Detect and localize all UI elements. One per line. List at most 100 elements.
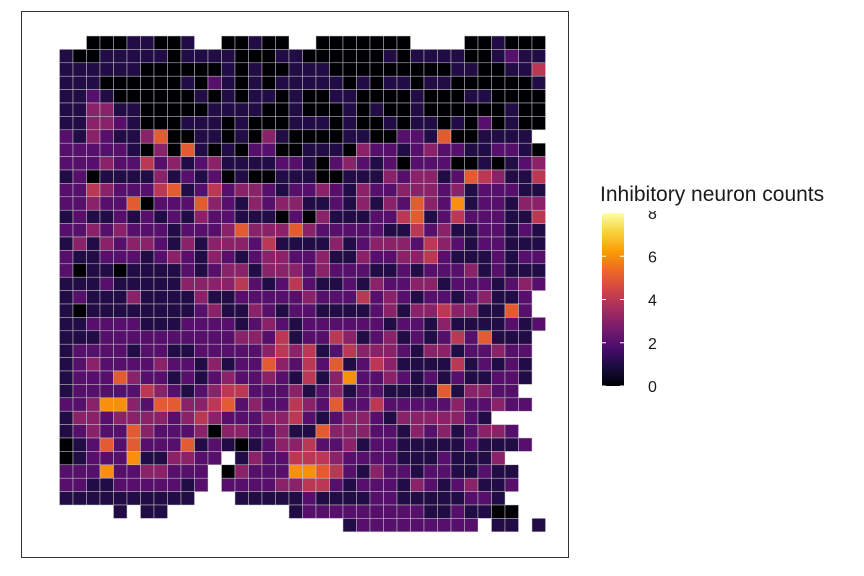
heatmap-cell [504, 75, 519, 90]
heatmap-cell [464, 410, 479, 425]
heatmap-cell [302, 477, 317, 492]
heatmap-cell [113, 183, 128, 198]
heatmap-cell [450, 410, 465, 425]
heatmap-cell [180, 35, 195, 50]
heatmap-cell [315, 156, 330, 171]
heatmap-cell [153, 169, 168, 184]
heatmap-cell [396, 343, 411, 358]
heatmap-cell [464, 504, 479, 519]
heatmap-cell [140, 223, 155, 238]
heatmap-cell [369, 35, 384, 50]
heatmap-cell [153, 142, 168, 157]
heatmap-cell [356, 451, 371, 466]
heatmap-cell [437, 196, 452, 211]
heatmap-cell [59, 169, 74, 184]
heatmap-cell [491, 263, 506, 278]
heatmap-cell [437, 370, 452, 385]
heatmap-cell [410, 384, 425, 399]
legend-title: Inhibitory neuron counts [600, 183, 825, 206]
heatmap-cell [72, 156, 87, 171]
heatmap-cell [180, 223, 195, 238]
heatmap-cell [396, 384, 411, 399]
heatmap-cell [342, 424, 357, 439]
heatmap-cell [329, 263, 344, 278]
heatmap-cell [342, 116, 357, 131]
heatmap-cell [288, 263, 303, 278]
heatmap-cell [356, 370, 371, 385]
heatmap-cell [491, 357, 506, 372]
heatmap-cell [288, 330, 303, 345]
heatmap-cell [315, 169, 330, 184]
heatmap-cell [126, 49, 141, 64]
heatmap-cell [140, 477, 155, 492]
heatmap-cell [356, 424, 371, 439]
heatmap-cell [207, 250, 222, 265]
heatmap-cell [126, 424, 141, 439]
heatmap-cell [423, 397, 438, 412]
heatmap-cell [167, 129, 182, 144]
heatmap-cell [450, 209, 465, 224]
heatmap-cell [302, 49, 317, 64]
heatmap-cell [302, 303, 317, 318]
heatmap-cell [194, 317, 209, 332]
legend-colorbar: 0 2 4 6 8 [602, 211, 657, 396]
heatmap-cell [86, 102, 101, 117]
heatmap-cell [302, 424, 317, 439]
heatmap-cell [504, 518, 519, 533]
heatmap-cell [140, 183, 155, 198]
heatmap-cell [315, 330, 330, 345]
heatmap-cell [518, 62, 533, 77]
heatmap-cell [477, 250, 492, 265]
heatmap-cell [167, 156, 182, 171]
heatmap-cell [99, 437, 114, 452]
heatmap-cell [140, 491, 155, 506]
heatmap-cell [288, 276, 303, 291]
heatmap-cell [113, 370, 128, 385]
heatmap-cell [504, 89, 519, 104]
heatmap-cell [59, 451, 74, 466]
heatmap-cell [221, 384, 236, 399]
heatmap-cell [140, 116, 155, 131]
heatmap-cell [302, 209, 317, 224]
heatmap-cell [356, 290, 371, 305]
heatmap-cell [113, 209, 128, 224]
heatmap-cell [167, 276, 182, 291]
heatmap-cell [194, 303, 209, 318]
heatmap-cell [261, 303, 276, 318]
heatmap-cell [491, 424, 506, 439]
heatmap-cell [423, 209, 438, 224]
heatmap-cell [315, 129, 330, 144]
heatmap-cell [153, 196, 168, 211]
heatmap-cell [288, 464, 303, 479]
heatmap-cell [248, 303, 263, 318]
heatmap-cell [113, 75, 128, 90]
heatmap-cell [167, 477, 182, 492]
heatmap-cell [437, 357, 452, 372]
heatmap-cell [396, 504, 411, 519]
heatmap-cell [59, 209, 74, 224]
heatmap-cell [477, 410, 492, 425]
heatmap-cell [477, 156, 492, 171]
heatmap-cell [207, 102, 222, 117]
heatmap-cell [180, 89, 195, 104]
heatmap-cell [86, 169, 101, 184]
heatmap-cell [383, 276, 398, 291]
heatmap-cell [518, 196, 533, 211]
heatmap-cell [72, 169, 87, 184]
heatmap-cell [437, 504, 452, 519]
heatmap-cell [450, 357, 465, 372]
heatmap-cell [383, 209, 398, 224]
heatmap-cell [221, 89, 236, 104]
heatmap-cell [207, 196, 222, 211]
heatmap-cell [86, 424, 101, 439]
heatmap-cell [140, 102, 155, 117]
heatmap-cell [72, 62, 87, 77]
heatmap-cell [423, 290, 438, 305]
heatmap-cell [59, 263, 74, 278]
heatmap-cell [194, 343, 209, 358]
heatmap-cell [207, 75, 222, 90]
heatmap-cell [491, 317, 506, 332]
heatmap-cell [464, 397, 479, 412]
heatmap-cell [180, 142, 195, 157]
heatmap-cell [59, 49, 74, 64]
